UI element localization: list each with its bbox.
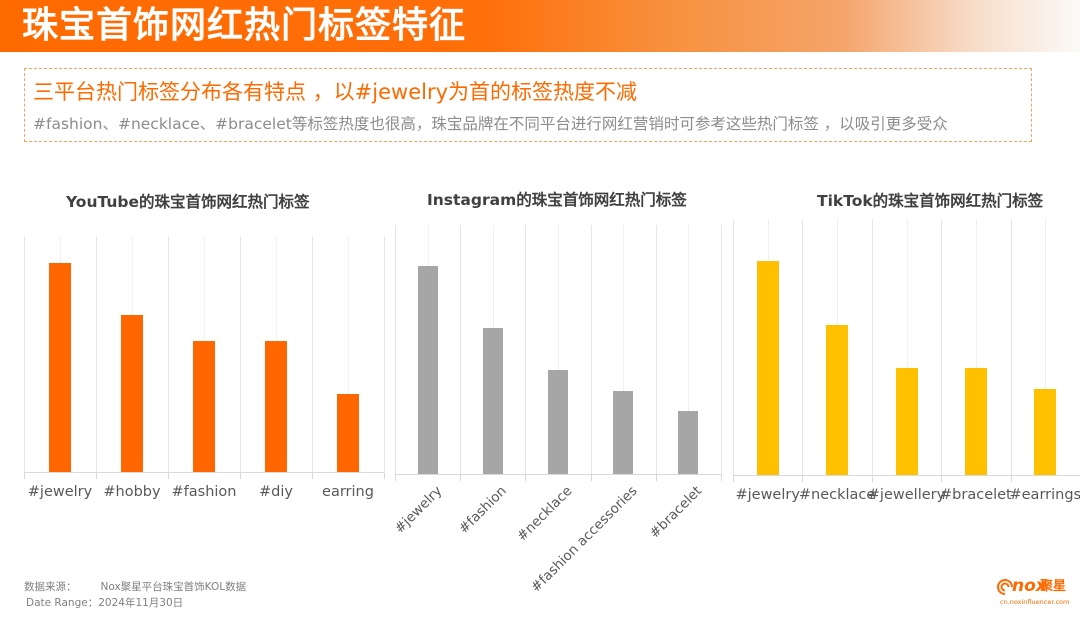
summary-headline: 三平台热门标签分布各有特点 ，以#jewelry为首的标签热度不减	[33, 80, 638, 104]
x-axis-tick	[96, 473, 97, 479]
gridline	[384, 237, 385, 473]
gridline	[168, 237, 169, 473]
gridline	[24, 237, 25, 473]
gridline	[96, 237, 97, 473]
youtube-chart	[24, 237, 385, 479]
nox-logo: nox 聚星 cn.noxinfluencer.com	[996, 576, 1080, 616]
instagram-bar	[678, 411, 698, 474]
youtube-bar	[337, 394, 359, 472]
x-axis-tick	[721, 475, 722, 481]
instagram-bar	[418, 266, 438, 474]
tiktok-bar	[965, 368, 987, 475]
x-axis-line	[395, 474, 721, 475]
gridline	[872, 219, 873, 476]
gridline	[460, 225, 461, 475]
signal-icon	[997, 579, 1013, 595]
youtube-bar	[121, 315, 143, 472]
instagram-bar	[548, 370, 568, 474]
x-axis-tick	[591, 475, 592, 481]
gridline	[941, 219, 942, 476]
instagram-chart	[395, 225, 722, 481]
x-axis-tick	[941, 476, 942, 482]
logo-url: cn.noxinfluencer.com	[1000, 598, 1070, 606]
tiktok-bar	[1034, 389, 1056, 475]
gridline	[721, 225, 722, 475]
gridline	[656, 225, 657, 475]
gridline	[240, 237, 241, 473]
x-axis-tick	[525, 475, 526, 481]
data-source-label: 数据来源：	[24, 581, 77, 593]
title-banner: 珠宝首饰网红热门标签特征	[0, 0, 1080, 52]
instagram-chart-title: Instagram的珠宝首饰网红热门标签	[427, 191, 687, 209]
summary-box: 三平台热门标签分布各有特点 ，以#jewelry为首的标签热度不减 #fashi…	[24, 68, 1032, 142]
gridline	[395, 225, 396, 475]
instagram-bar	[613, 391, 633, 474]
tiktok-chart	[733, 219, 1080, 482]
x-axis-label: #fashion	[171, 484, 237, 500]
x-axis-label: #jewelry	[391, 483, 445, 537]
x-axis-tick	[460, 475, 461, 481]
gridline	[733, 219, 734, 476]
tiktok-bar	[826, 325, 848, 475]
x-axis-label: #jewellery	[867, 487, 946, 503]
x-axis-label: #earrings	[1009, 487, 1080, 503]
tiktok-bar	[757, 261, 779, 475]
x-axis-label: #jewelry	[735, 487, 800, 503]
data-source-value: Nox聚星平台珠宝首饰KOL数据	[100, 581, 247, 593]
logo-wordmark: nox	[1012, 576, 1047, 596]
instagram-bar	[483, 328, 503, 474]
x-axis-tick	[395, 475, 396, 481]
x-axis-tick	[1011, 476, 1012, 482]
x-axis-label: #jewelry	[27, 484, 93, 500]
x-axis-tick	[24, 473, 25, 479]
gridline	[1045, 219, 1046, 476]
gridline	[802, 219, 803, 476]
logo-cn-name: 聚星	[1040, 579, 1067, 594]
summary-detail: #fashion、#necklace、#bracelet等标签热度也很高，珠宝品…	[33, 115, 948, 133]
x-axis-label: #bracelet	[646, 483, 706, 542]
gridline	[558, 225, 559, 475]
x-axis-label: #diy	[259, 484, 293, 500]
x-axis-label: #necklace	[513, 483, 576, 545]
gridline	[976, 219, 977, 476]
x-axis-label: #fashion	[455, 483, 510, 538]
youtube-bar	[49, 263, 71, 472]
gridline	[525, 225, 526, 475]
gridline	[907, 219, 908, 476]
x-axis-tick	[733, 476, 734, 482]
date-range-value: 2024年11月30日	[98, 597, 184, 609]
x-axis-line	[24, 472, 384, 473]
x-axis-label: #bracelet	[940, 487, 1012, 503]
x-axis-label: #fashion accessories	[528, 483, 641, 596]
x-axis-label: #hobby	[103, 484, 161, 500]
date-range: Date Range：2024年11月30日	[26, 595, 183, 610]
x-axis-label: #necklace	[798, 487, 876, 503]
youtube-bar	[265, 341, 287, 472]
gridline	[688, 225, 689, 475]
gridline	[312, 237, 313, 473]
page-title: 珠宝首饰网红热门标签特征	[22, 5, 467, 46]
gridline	[591, 225, 592, 475]
tiktok-chart-title: TikTok的珠宝首饰网红热门标签	[817, 192, 1044, 210]
date-range-label: Date Range：	[26, 597, 99, 609]
youtube-bar	[193, 341, 215, 472]
gridline	[623, 225, 624, 475]
x-axis-tick	[802, 476, 803, 482]
youtube-chart-title: YouTube的珠宝首饰网红热门标签	[66, 193, 310, 211]
x-axis-label: earring	[322, 484, 374, 500]
x-axis-tick	[872, 476, 873, 482]
x-axis-tick	[168, 473, 169, 479]
tiktok-bar	[896, 368, 918, 475]
gridline	[1011, 219, 1012, 476]
x-axis-line	[733, 475, 1080, 476]
x-axis-tick	[656, 475, 657, 481]
data-source: 数据来源： Nox聚星平台珠宝首饰KOL数据	[24, 579, 246, 594]
x-axis-tick	[384, 473, 385, 479]
x-axis-tick	[240, 473, 241, 479]
x-axis-tick	[312, 473, 313, 479]
gridline	[348, 237, 349, 473]
